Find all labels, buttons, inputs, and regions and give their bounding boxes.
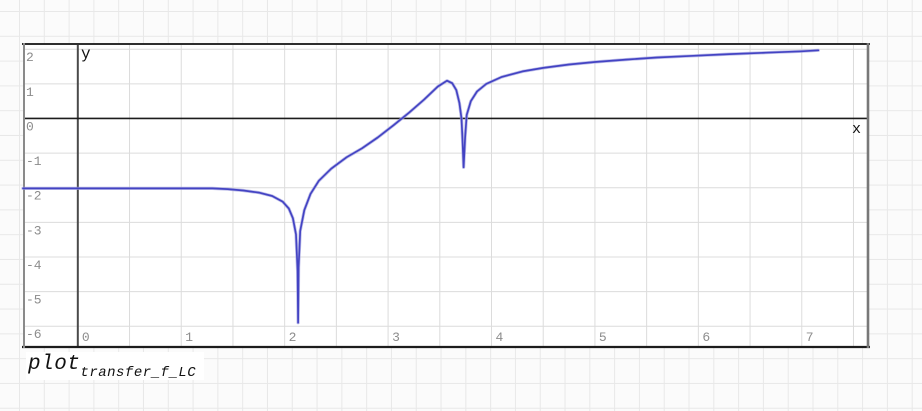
plot-title-subscript: transfer_f_LC (80, 365, 197, 381)
y-tick-label: 0 (26, 119, 34, 134)
x-tick-label: 1 (185, 330, 193, 345)
x-tick-label: 3 (392, 330, 400, 345)
x-tick-label: 7 (806, 330, 814, 345)
plot-title-base: plot (28, 353, 81, 376)
x-tick-label: 5 (599, 330, 607, 345)
y-axis-label: y (81, 45, 91, 63)
plot-region[interactable] (23, 43, 869, 348)
plot-background (23, 43, 869, 348)
x-axis-label: x (852, 121, 862, 138)
x-tick-label: 0 (82, 330, 90, 345)
curve-transfer-f-lc (22, 49, 820, 324)
y-tick-label: 1 (26, 85, 34, 100)
x-tick-label: 4 (496, 330, 504, 345)
x-tick-label: 2 (289, 330, 297, 345)
plot-title[interactable]: plottransfer_f_LC (26, 352, 205, 381)
y-tick-label: -6 (26, 327, 42, 342)
y-tick-label: 2 (26, 50, 34, 65)
y-tick-label: -2 (26, 189, 42, 204)
x-tick-label: 6 (702, 330, 710, 345)
y-tick-label: -5 (26, 293, 42, 308)
y-tick-label: -4 (26, 258, 42, 273)
y-tick-label: -1 (26, 154, 42, 169)
y-tick-label: -3 (26, 223, 42, 238)
